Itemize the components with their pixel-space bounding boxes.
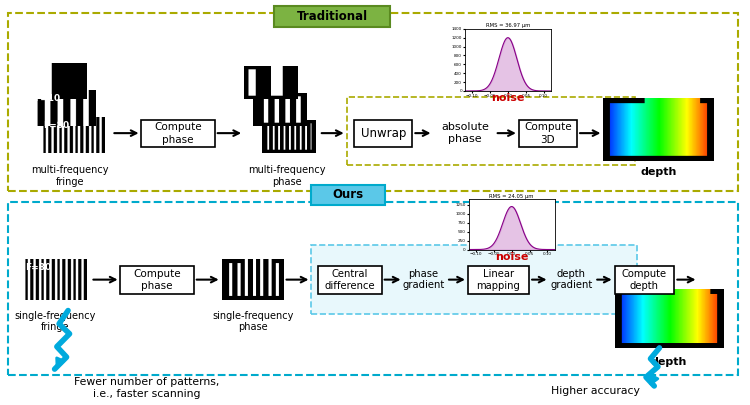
- Text: multi-frequency
fringe: multi-frequency fringe: [32, 165, 109, 187]
- Text: F=80: F=80: [44, 121, 70, 130]
- Text: Higher accuracy: Higher accuracy: [551, 386, 640, 396]
- FancyBboxPatch shape: [142, 120, 214, 147]
- Text: Compute
3D: Compute 3D: [524, 122, 572, 145]
- Text: noise: noise: [495, 252, 528, 262]
- Text: Traditional: Traditional: [296, 10, 368, 23]
- Text: F=10: F=10: [34, 94, 61, 103]
- Text: Compute
phase: Compute phase: [134, 269, 181, 291]
- Text: Central
difference: Central difference: [325, 269, 375, 291]
- FancyBboxPatch shape: [354, 120, 413, 147]
- Text: Linear
mapping: Linear mapping: [476, 269, 520, 291]
- Text: multi-frequency
phase: multi-frequency phase: [248, 165, 326, 187]
- FancyBboxPatch shape: [311, 185, 385, 205]
- Text: depth
gradient: depth gradient: [550, 269, 592, 290]
- Text: Fewer number of patterns,
i.e., faster scanning: Fewer number of patterns, i.e., faster s…: [74, 377, 219, 399]
- FancyBboxPatch shape: [614, 266, 674, 294]
- FancyBboxPatch shape: [468, 266, 530, 294]
- Text: Compute
depth: Compute depth: [622, 269, 667, 291]
- Text: depth: depth: [650, 357, 687, 367]
- Text: single-frequency
phase: single-frequency phase: [212, 311, 294, 332]
- Text: single-frequency
fringe: single-frequency fringe: [14, 311, 95, 332]
- Text: noise: noise: [491, 93, 524, 103]
- FancyBboxPatch shape: [121, 266, 194, 294]
- Text: Unwrap: Unwrap: [361, 127, 406, 140]
- FancyBboxPatch shape: [311, 245, 637, 314]
- Text: Ours: Ours: [332, 188, 364, 201]
- Text: F=80: F=80: [26, 263, 52, 272]
- FancyBboxPatch shape: [318, 266, 382, 294]
- Text: absolute
phase: absolute phase: [441, 122, 489, 144]
- FancyBboxPatch shape: [519, 120, 577, 147]
- FancyBboxPatch shape: [274, 6, 390, 27]
- Text: phase
gradient: phase gradient: [403, 269, 445, 290]
- Text: Compute
phase: Compute phase: [154, 122, 202, 145]
- Text: depth: depth: [640, 167, 677, 177]
- Text: F=1: F=1: [26, 67, 46, 76]
